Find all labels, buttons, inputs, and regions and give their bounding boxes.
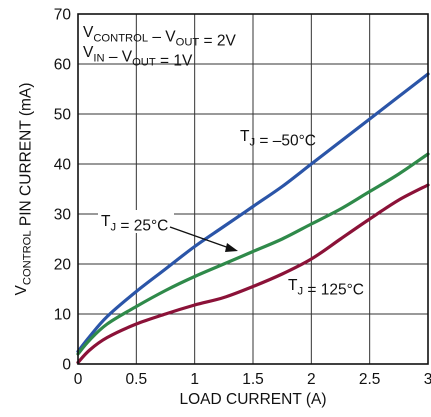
grid-lines: [78, 14, 428, 364]
arrow-head: [225, 243, 238, 252]
plot-frame: [77, 13, 429, 365]
x-tick-label: 2.5: [359, 371, 381, 388]
x-axis-label: LOAD CURRENT (A): [180, 391, 327, 408]
y-tick-label: 60: [54, 57, 72, 74]
y-tick-label: 0: [62, 357, 71, 374]
y-axis: 0 10 20 30 40 50 60 70: [54, 7, 72, 374]
series-annotation: TJ = 25°C: [101, 213, 168, 234]
annotation-arrow: [169, 226, 233, 250]
condition-line: VCONTROL – VOUT = 2V: [83, 24, 237, 50]
x-tick-label: 0.5: [126, 371, 148, 388]
series-annotation: TJ = –50°C: [240, 128, 316, 149]
x-tick-label: 1.5: [242, 371, 264, 388]
series-annotation: TJ = 125°C: [288, 277, 364, 298]
x-tick-label: 0: [74, 371, 83, 388]
x-tick-label: 3: [424, 371, 431, 388]
x-tick-label: 2: [307, 371, 316, 388]
y-tick-label: 30: [54, 207, 72, 224]
y-tick-label: 50: [54, 107, 72, 124]
annotation-background: [98, 210, 174, 233]
y-axis-label: VCONTROL PIN CURRENT (mA): [13, 83, 34, 296]
series-lines: [76, 72, 430, 365]
y-tick-label: 40: [54, 157, 72, 174]
x-axis: 0 0.5 1 1.5 2 2.5 3: [74, 371, 431, 388]
condition-line: VIN – VOUT = 1V: [83, 44, 193, 70]
x-tick-label: 1: [190, 371, 199, 388]
y-tick-label: 10: [54, 307, 72, 324]
series-annotations: TJ = –50°C TJ = 25°C TJ = 125°C: [98, 128, 364, 298]
series-line-25c: [76, 152, 430, 356]
y-tick-label: 70: [54, 7, 72, 24]
y-tick-label: 20: [54, 257, 72, 274]
series-line-125c: [76, 183, 430, 365]
series-line-minus-50c: [76, 72, 430, 354]
